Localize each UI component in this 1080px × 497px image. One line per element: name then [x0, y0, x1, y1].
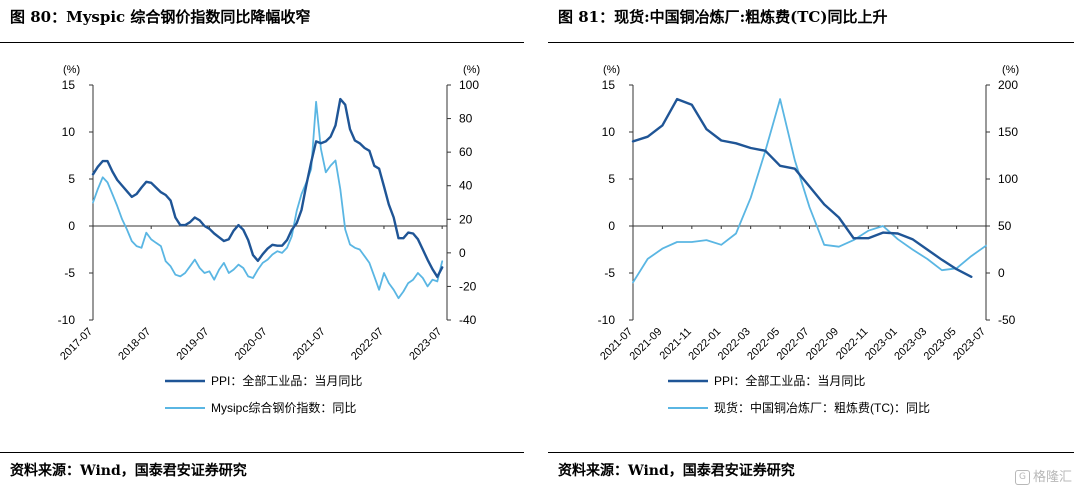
source-note: 资料来源：Wind，国泰君安证券研究 [558, 463, 795, 479]
source-note: 资料来源：Wind，国泰君安证券研究 [10, 463, 247, 479]
x-tick-label: 2021-09 [628, 326, 665, 363]
x-tick-label: 2018-07 [116, 326, 153, 363]
left-tick-label: 0 [608, 219, 615, 233]
series-line-ppi [631, 97, 973, 279]
left-tick-label: 5 [68, 172, 75, 186]
x-tick-label: 2019-07 [174, 326, 211, 363]
series-line-ppi [91, 97, 444, 279]
right-tick-label: 0 [998, 266, 1005, 280]
left-tick-label: 10 [602, 125, 616, 139]
left-axis-unit: (%) [603, 64, 620, 76]
right-tick-label: 100 [459, 78, 479, 92]
right-tick-label: -20 [459, 279, 477, 293]
left-tick-label: -5 [64, 266, 75, 280]
x-tick-label: 2017-07 [58, 326, 95, 363]
series-line-secondary [632, 98, 987, 284]
right-tick-label: 0 [459, 246, 466, 260]
x-tick-label: 2023-07 [407, 326, 444, 363]
right-tick-label: -40 [459, 313, 477, 327]
x-tick-label: 2022-07 [349, 326, 386, 363]
x-tick-label: 2020-07 [233, 326, 270, 363]
x-tick-label: 2023-07 [951, 326, 988, 363]
source-divider [548, 452, 1074, 453]
right-tick-label: 200 [998, 78, 1018, 92]
right-axis-unit: (%) [463, 64, 480, 76]
left-tick-label: 15 [62, 78, 76, 92]
title-divider [548, 42, 1074, 43]
right-tick-label: 100 [998, 172, 1018, 186]
series-line-secondary [92, 100, 444, 300]
source-divider [0, 452, 524, 453]
legend-label: PPI：全部工业品：当月同比 [211, 373, 362, 388]
left-tick-label: 10 [62, 125, 76, 139]
left-tick-label: 0 [68, 219, 75, 233]
left-axis-unit: (%) [63, 64, 80, 76]
left-tick-label: -5 [604, 266, 615, 280]
right-tick-label: 80 [459, 112, 473, 126]
legend-label: 现货：中国铜冶炼厂：粗炼费(TC)：同比 [714, 400, 930, 415]
chart-panel-right: 图 81：现货:中国铜冶炼厂:粗炼费(TC)同比上升 (%) (%) -10 -5 0 5… [548, 0, 1080, 497]
left-tick-label: -10 [58, 313, 76, 327]
chart-title: 图 81：现货:中国铜冶炼厂:粗炼费(TC)同比上升 [558, 8, 888, 26]
x-tick-label: 2022-09 [804, 326, 841, 363]
legend-label: Mysipc综合钢价指数：同比 [211, 400, 356, 415]
chart-title: 图 80：Myspic 综合钢价指数同比降幅收窄 [10, 8, 311, 26]
chart-panel-left: 图 80：Myspic 综合钢价指数同比降幅收窄 (%) (%) -10 -5 0 5 10… [0, 0, 530, 497]
legend-label: PPI：全部工业品：当月同比 [714, 373, 865, 388]
watermark-text: 格隆汇 [1032, 470, 1072, 485]
right-tick-label: -50 [998, 313, 1016, 327]
watermark: G 格隆汇 [1014, 466, 1072, 485]
left-tick-label: -10 [598, 313, 616, 327]
right-tick-label: 40 [459, 179, 473, 193]
right-tick-label: 150 [998, 125, 1018, 139]
x-tick-label: 2021-07 [291, 326, 328, 363]
right-tick-label: 20 [459, 212, 473, 226]
watermark-logo-icon: G [1014, 470, 1030, 485]
dual-axis-line-chart-left: (%) (%) -10 -5 0 5 10 15 -40 -20 0 20 40 60 80 100 2017-… [58, 64, 480, 415]
right-tick-label: 50 [998, 219, 1012, 233]
right-axis-unit: (%) [1002, 64, 1019, 76]
right-tick-label: 60 [459, 145, 473, 159]
left-tick-label: 5 [608, 172, 615, 186]
title-divider [0, 42, 524, 43]
dual-axis-line-chart-right: (%) (%)-10-5051015-500501001502002021-072… [598, 64, 1019, 415]
left-tick-label: 15 [602, 78, 616, 92]
